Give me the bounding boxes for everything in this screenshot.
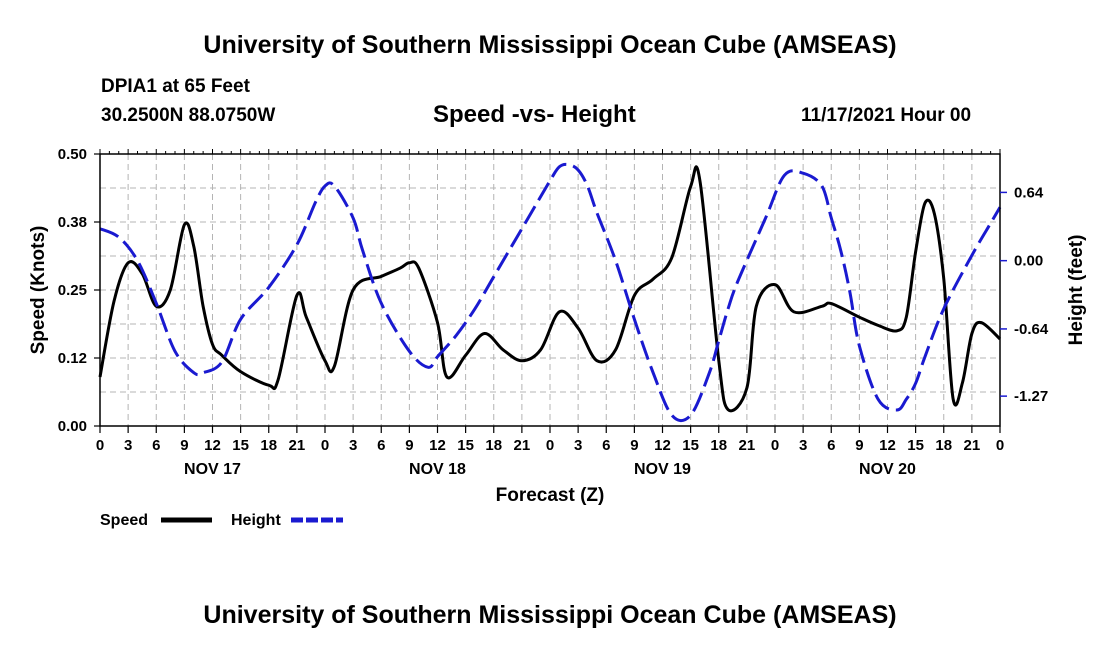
chart-main-title: University of Southern Mississippi Ocean… xyxy=(203,31,897,59)
x-tick-label: 18 xyxy=(935,437,952,454)
station-label: DPIA1 at 65 Feet xyxy=(101,76,250,97)
x-tick-label: 0 xyxy=(546,437,554,454)
x-tick-label: 18 xyxy=(710,437,727,454)
x-tick-label: 3 xyxy=(349,437,357,454)
chart-axes: 0 3 6 9 12 15 18 21 0 3 6 9 12 15 18 21 0 3 6 9 12 15 18 21 0 3 6 9… xyxy=(58,146,1049,478)
x-tick-label: 6 xyxy=(377,437,385,454)
footer-title: University of Southern Mississippi Ocean… xyxy=(203,601,897,629)
y2-tick-label: -1.27 xyxy=(1014,388,1048,405)
x-tick-label: 6 xyxy=(152,437,160,454)
x-tick-label: 21 xyxy=(514,437,531,454)
x-tick-label: 12 xyxy=(879,437,896,454)
x-tick-label: 9 xyxy=(180,437,188,454)
y-tick-label: 0.38 xyxy=(58,214,87,231)
x-tick-label: 0 xyxy=(771,437,779,454)
x-tick-label: 9 xyxy=(405,437,413,454)
x-tick-label: 21 xyxy=(739,437,756,454)
station-coordinates: 30.2500N 88.0750W xyxy=(101,105,276,126)
x-tick-label: 9 xyxy=(630,437,638,454)
forecast-date: 11/17/2021 Hour 00 xyxy=(801,105,972,126)
x-tick-label: 3 xyxy=(124,437,132,454)
x-tick-label: 15 xyxy=(682,437,699,454)
x-tick-label: 21 xyxy=(964,437,981,454)
x-tick-label: 15 xyxy=(907,437,924,454)
x-tick-label: 18 xyxy=(260,437,277,454)
x-tick-label: 0 xyxy=(96,437,104,454)
y-tick-label: 0.00 xyxy=(58,418,87,435)
x-tick-label: 0 xyxy=(996,437,1004,454)
y2-tick-label: -0.64 xyxy=(1014,321,1049,338)
series-height-line xyxy=(99,162,1002,423)
series-speed-line xyxy=(98,165,1002,413)
chart-legend: Speed Height xyxy=(100,512,343,529)
x-tick-label: 12 xyxy=(654,437,671,454)
x-tick-label: 18 xyxy=(485,437,502,454)
x-tick-label: 3 xyxy=(574,437,582,454)
y2-axis-label: Height (feet) xyxy=(1066,235,1087,346)
x-day-label: NOV 17 xyxy=(184,461,241,478)
x-tick-label: 3 xyxy=(799,437,807,454)
x-tick-label: 21 xyxy=(289,437,306,454)
legend-speed-label: Speed xyxy=(100,512,148,529)
y2-tick-label: 0.00 xyxy=(1014,253,1043,270)
x-tick-label: 15 xyxy=(232,437,249,454)
x-tick-label: 6 xyxy=(602,437,610,454)
chart-grid xyxy=(100,154,1000,426)
y-tick-label: 0.25 xyxy=(58,282,87,299)
y-tick-label: 0.12 xyxy=(58,350,87,367)
x-day-label: NOV 20 xyxy=(859,461,916,478)
x-axis-label: Forecast (Z) xyxy=(496,485,605,506)
x-tick-label: 9 xyxy=(855,437,863,454)
x-tick-label: 15 xyxy=(457,437,474,454)
chart-series xyxy=(98,162,1002,423)
chart-title: Speed -vs- Height xyxy=(433,101,636,128)
x-day-label: NOV 19 xyxy=(634,461,691,478)
x-tick-label: 12 xyxy=(429,437,446,454)
x-tick-label: 6 xyxy=(827,437,835,454)
y2-tick-label: 0.64 xyxy=(1014,184,1044,201)
legend-height-label: Height xyxy=(231,512,281,529)
y-tick-label: 0.50 xyxy=(58,146,87,163)
x-tick-label: 0 xyxy=(321,437,329,454)
y-axis-label: Speed (Knots) xyxy=(28,226,49,355)
x-tick-label: 12 xyxy=(204,437,221,454)
x-day-label: NOV 18 xyxy=(409,461,466,478)
